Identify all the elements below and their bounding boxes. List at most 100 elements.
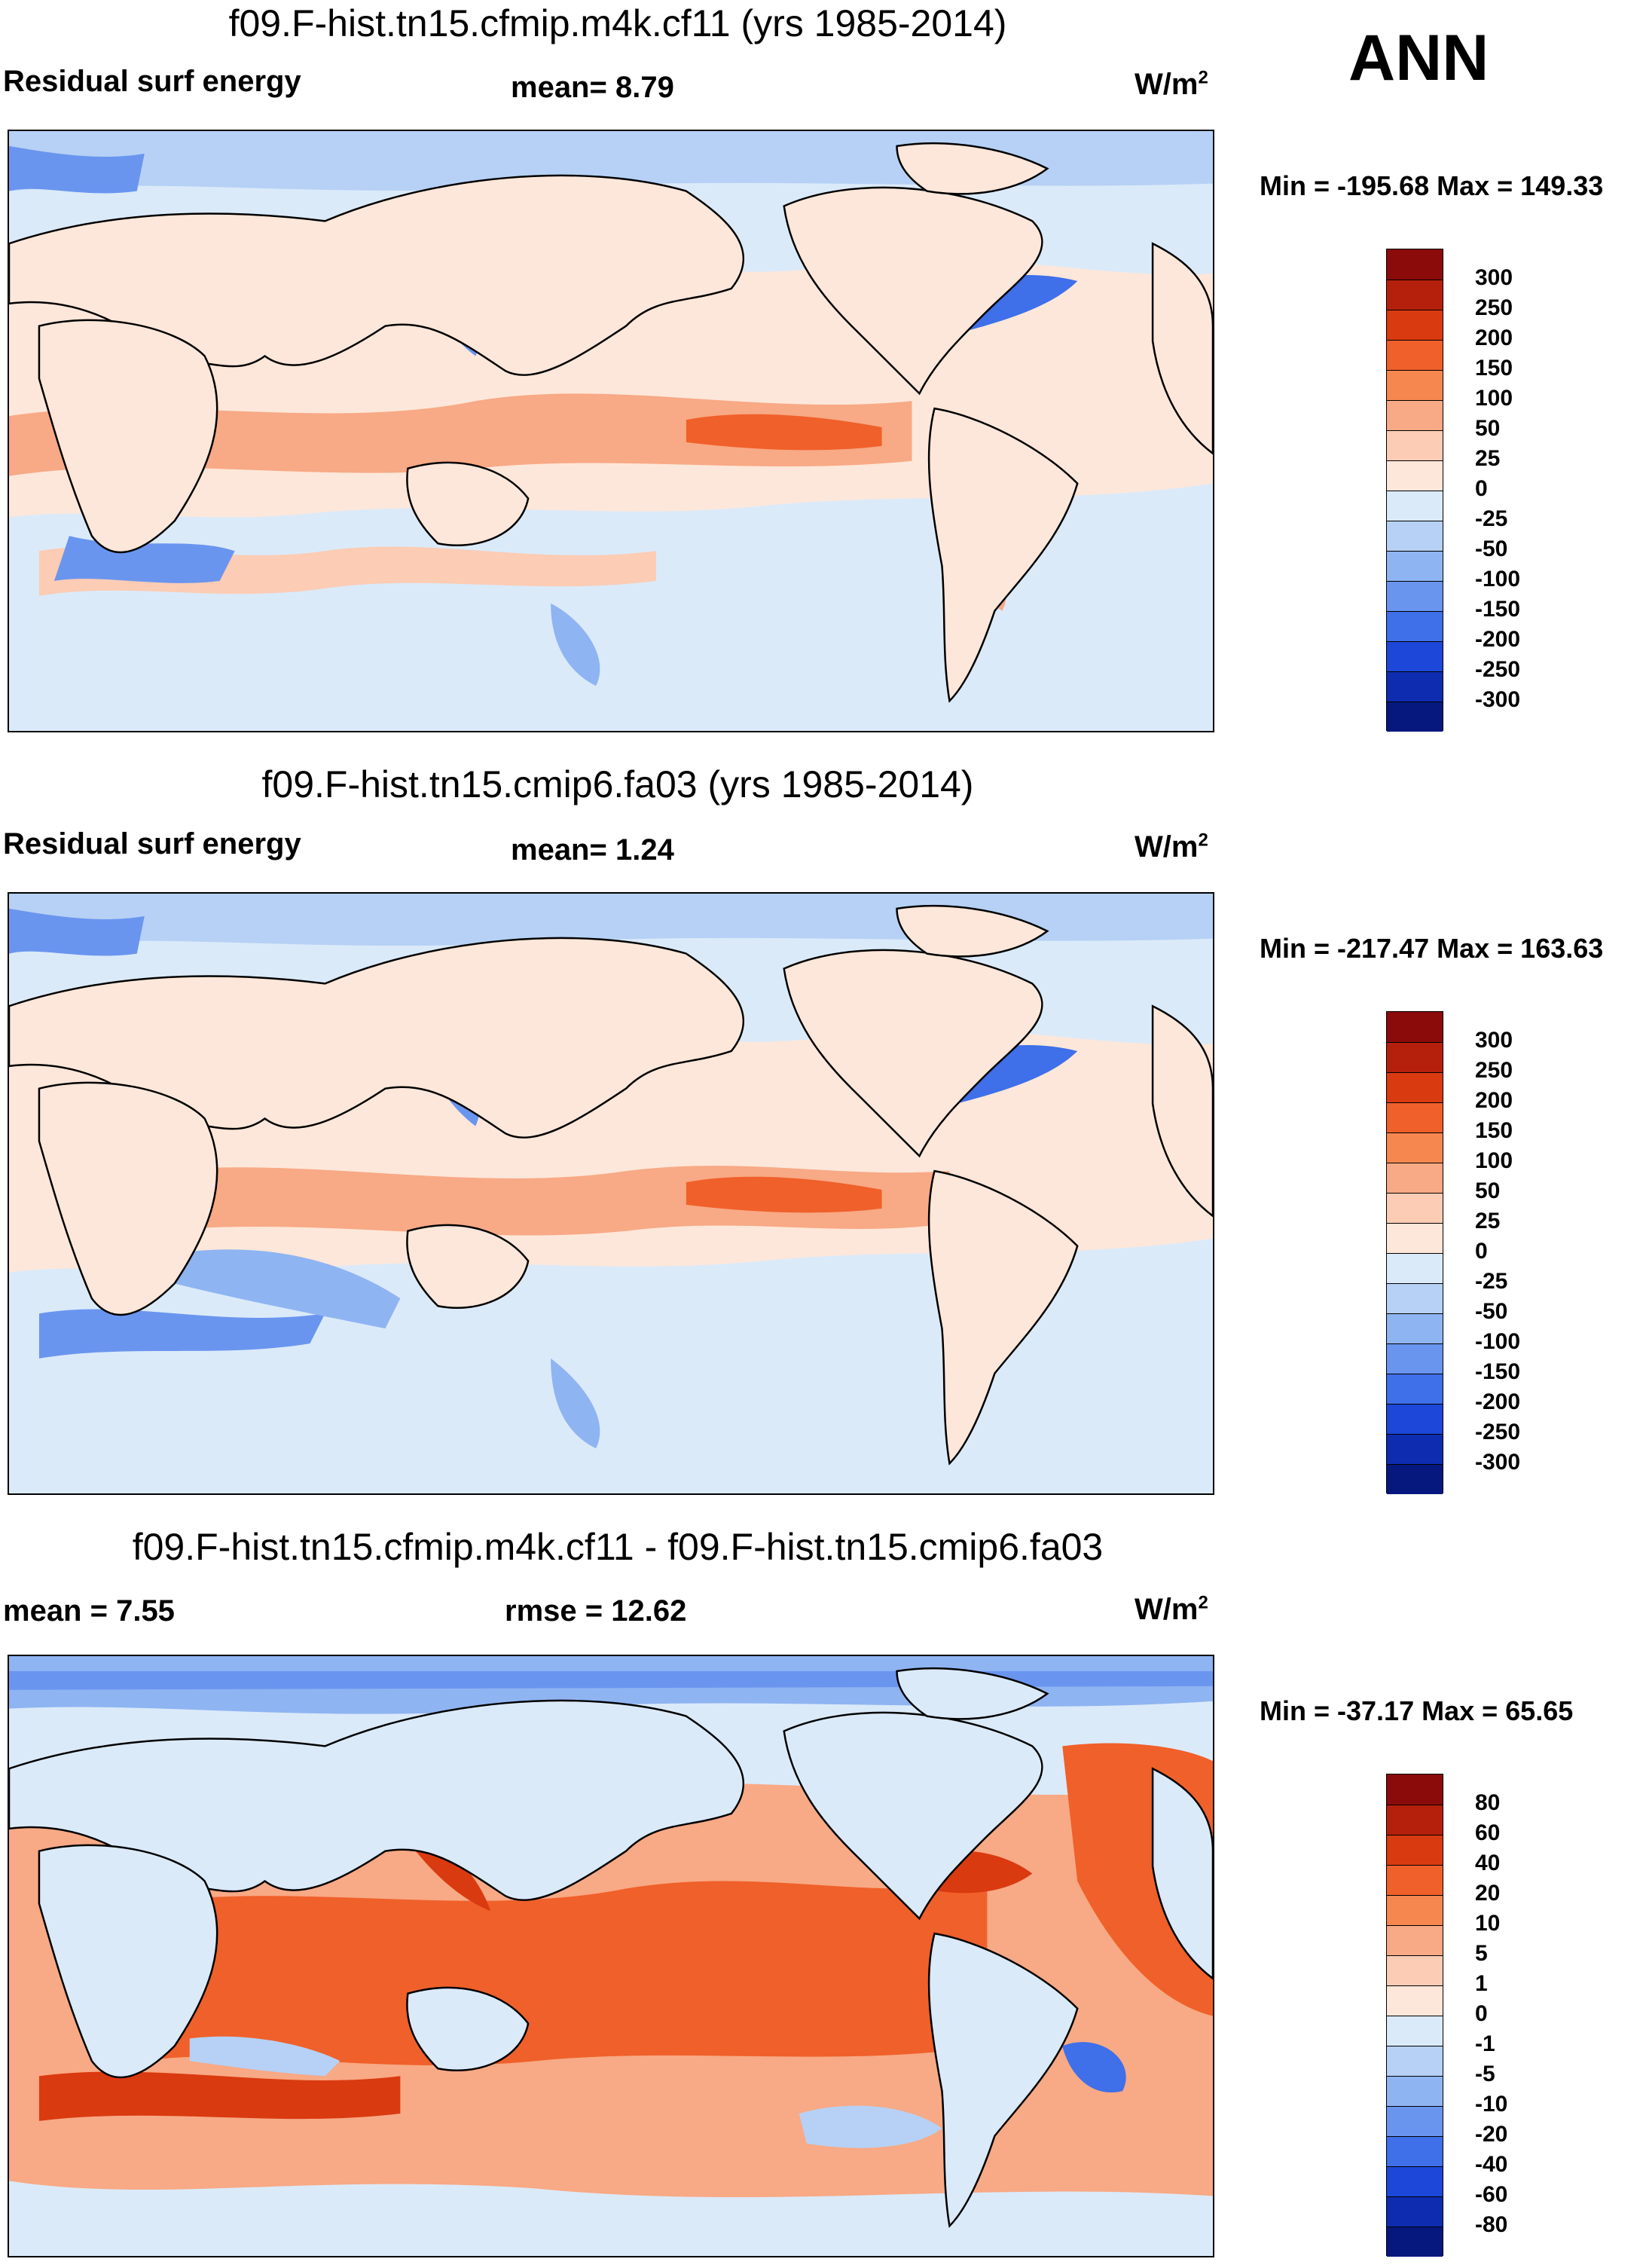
panel-2-colorbar-tick-label: -150 <box>1475 1359 1521 1384</box>
panel-1-colorbar-swatch <box>1387 491 1443 521</box>
panel-3-colorbar-swatch <box>1387 1774 1443 1805</box>
panel-2-mean-label: mean= 1.24 <box>511 833 674 867</box>
panel-1-colorbar-tick-label: 200 <box>1475 326 1513 350</box>
panel-3-colorbar-swatch <box>1387 2227 1443 2257</box>
panel-2-colorbar-tick-label: 300 <box>1475 1028 1513 1053</box>
panel-1-minmax: Min = -195.68 Max = 149.33 <box>1260 170 1604 201</box>
panel-1-units: W/m2 <box>1135 67 1208 101</box>
panel-1-colorbar-tick-label: 300 <box>1475 265 1513 290</box>
panel-2-colorbar-tick-label: -100 <box>1475 1329 1521 1354</box>
panel-2-title: f09.F-hist.tn15.cmip6.fa03 (yrs 1985-201… <box>261 763 974 805</box>
panel-2-colorbar-swatch <box>1387 1193 1443 1223</box>
panel-2-colorbar-boxes <box>1386 1011 1443 1494</box>
panel-3-minmax: Min = -37.17 Max = 65.65 <box>1260 1695 1574 1726</box>
panel-2-colorbar-tick-label: 150 <box>1475 1118 1513 1143</box>
panel-1-colorbar-tick-label: 50 <box>1475 416 1501 441</box>
panel-2-colorbar-swatch <box>1387 1042 1443 1072</box>
panel-3-colorbar-swatch <box>1387 2196 1443 2227</box>
panel-1-colorbar-swatch <box>1387 340 1443 370</box>
panel-2-colorbar-tick-label: -250 <box>1475 1420 1521 1444</box>
panel-2-colorbar-tick-label: -25 <box>1475 1269 1508 1294</box>
panel-3-map <box>8 1655 1214 2257</box>
panel-3-colorbar-tick-label: 5 <box>1475 1941 1488 1966</box>
panel-1-colorbar-tick-label: -150 <box>1475 597 1521 622</box>
panel-2-units: W/m2 <box>1135 830 1208 863</box>
panel-1-colorbar-tick-label: -25 <box>1475 506 1508 531</box>
panel-3-colorbar-swatch <box>1387 2106 1443 2136</box>
panel-1-colorbar-swatch <box>1387 370 1443 400</box>
panel-2-colorbar-swatch <box>1387 1072 1443 1102</box>
panel-3-units: W/m2 <box>1135 1592 1208 1626</box>
panel-3-colorbar-tick-label: 40 <box>1475 1851 1501 1875</box>
panel-1-colorbar-swatch <box>1387 701 1443 732</box>
panel-2-colorbar-swatch <box>1387 1223 1443 1253</box>
panel-2-colorbar-swatch <box>1387 1163 1443 1193</box>
panel-2-minmax: Min = -217.47 Max = 163.63 <box>1260 933 1604 964</box>
season-label: ANN <box>1348 22 1489 94</box>
panel-1-colorbar-tick-label: -100 <box>1475 567 1521 591</box>
panel-1-colorbar-tick-label: -250 <box>1475 657 1521 682</box>
panel-3-colorbar-swatch <box>1387 1865 1443 1895</box>
panel-2-colorbar-tick-label: -50 <box>1475 1299 1508 1324</box>
panel-2-variable-label: Residual surf energy <box>3 827 301 860</box>
panel-3-colorbar-swatch <box>1387 2136 1443 2166</box>
panel-1-colorbar-swatch <box>1387 400 1443 430</box>
panel-3-colorbar-swatch <box>1387 2076 1443 2106</box>
panel-3-title: f09.F-hist.tn15.cfmip.m4k.cf11 - f09.F-h… <box>132 1526 1104 1568</box>
panel-3-colorbar-tick-label: -1 <box>1475 2031 1495 2056</box>
panel-2-colorbar-tick-label: 25 <box>1475 1209 1501 1233</box>
panel-3-colorbar-tick-label: -60 <box>1475 2182 1508 2207</box>
panel-3-colorbar-tick-label: -80 <box>1475 2212 1508 2237</box>
panel-2-colorbar-swatch <box>1387 1343 1443 1374</box>
panel-2-colorbar-swatch <box>1387 1464 1443 1494</box>
panel-3-colorbar-swatch <box>1387 1955 1443 1985</box>
panel-1-colorbar-swatch <box>1387 521 1443 551</box>
panel-2-colorbar-swatch <box>1387 1313 1443 1343</box>
panel-1-colorbar-tick-label: -50 <box>1475 536 1508 561</box>
panel-1-colorbar-boxes <box>1386 249 1443 732</box>
panel-3-colorbar-tick-label: -40 <box>1475 2152 1508 2177</box>
panel-3-colorbar-swatch <box>1387 2046 1443 2076</box>
panel-1-colorbar-tick-label: 25 <box>1475 446 1501 471</box>
panel-2-colorbar-swatch <box>1387 1253 1443 1283</box>
panel-2-colorbar-tick-label: 50 <box>1475 1178 1501 1203</box>
panel-2-colorbar-swatch <box>1387 1404 1443 1434</box>
panel-2-colorbar-swatch <box>1387 1283 1443 1313</box>
panel-3-colorbar-swatch <box>1387 1985 1443 2016</box>
panel-3-colorbar-tick-label: 60 <box>1475 1820 1501 1845</box>
panel-2-colorbar-swatch <box>1387 1434 1443 1464</box>
panel-3-rmse-label: rmse = 12.62 <box>505 1594 687 1628</box>
panel-1-title: f09.F-hist.tn15.cfmip.m4k.cf11 (yrs 1985… <box>228 2 1007 44</box>
panel-2-colorbar-tick-label: 0 <box>1475 1239 1488 1264</box>
panel-3-colorbar-tick-label: 80 <box>1475 1790 1501 1815</box>
panel-3-colorbar-tick-label: 0 <box>1475 2001 1488 2026</box>
panel-1-map <box>8 130 1214 732</box>
panel-2-colorbar-tick-label: -300 <box>1475 1450 1521 1475</box>
panel-3-colorbar-tick-label: 20 <box>1475 1881 1501 1906</box>
panel-1-colorbar-swatch <box>1387 611 1443 641</box>
panel-1-colorbar-tick-label: 100 <box>1475 386 1513 411</box>
panel-1-colorbar-tick-label: 150 <box>1475 356 1513 381</box>
panel-1-colorbar-tick-label: -300 <box>1475 687 1521 712</box>
panel-3-colorbar-swatch <box>1387 1925 1443 1955</box>
panel-3-colorbar-swatch <box>1387 2016 1443 2046</box>
panel-3-colorbar-tick-label: 10 <box>1475 1911 1501 1936</box>
panel-2-colorbar-swatch <box>1387 1012 1443 1042</box>
panel-3-mean-label: mean = 7.55 <box>3 1594 175 1628</box>
panel-1-colorbar-swatch <box>1387 460 1443 491</box>
panel-2-colorbar-tick-label: 100 <box>1475 1148 1513 1173</box>
panel-2-colorbar-tick-label: 200 <box>1475 1088 1513 1113</box>
panel-1-colorbar-tick-label: -200 <box>1475 627 1521 652</box>
panel-2-colorbar-tick-label: -200 <box>1475 1389 1521 1414</box>
panel-1-variable-label: Residual surf energy <box>3 65 301 98</box>
panel-3-colorbar-boxes <box>1386 1774 1443 2257</box>
panel-1-colorbar-tick-label: 250 <box>1475 295 1513 320</box>
panel-1-colorbar-swatch <box>1387 671 1443 701</box>
panel-2-colorbar-swatch <box>1387 1132 1443 1163</box>
panel-3-colorbar-tick-label: -5 <box>1475 2062 1495 2086</box>
panel-3-colorbar-swatch <box>1387 1805 1443 1835</box>
panel-1-colorbar-swatch <box>1387 551 1443 581</box>
panel-1-colorbar-swatch <box>1387 310 1443 340</box>
panel-3-colorbar-tick-label: 1 <box>1475 1971 1488 1996</box>
panel-1-colorbar-swatch <box>1387 641 1443 671</box>
